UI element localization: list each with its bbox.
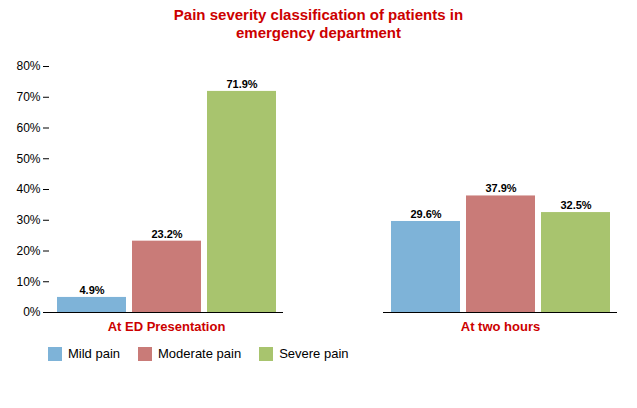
svg-text:60%: 60%: [16, 121, 40, 135]
html-text:Severe pain: Severe pain: [279, 346, 349, 361]
html-text:Moderate pain: Moderate pain: [158, 346, 242, 361]
svg-text:At two hours: At two hours: [461, 319, 540, 334]
svg-text:70%: 70%: [16, 90, 40, 104]
svg-text:50%: 50%: [16, 152, 40, 166]
html-text:Mild pain: Mild pain: [68, 346, 120, 361]
svg-text:29.6%: 29.6%: [410, 208, 441, 220]
svg-text:20%: 20%: [16, 244, 40, 258]
svg-text:30%: 30%: [16, 213, 40, 227]
svg-text:40%: 40%: [16, 182, 40, 196]
svg-text:0%: 0%: [23, 305, 41, 319]
svg-text:80%: 80%: [16, 59, 40, 73]
svg-text:10%: 10%: [16, 275, 40, 289]
svg-text:71.9%: 71.9%: [226, 78, 257, 90]
svg-text:32.5%: 32.5%: [560, 199, 591, 211]
svg-text:At ED Presentation: At ED Presentation: [108, 319, 226, 334]
html-text:Pain severity classification o: Pain severity classification of patients…: [173, 6, 464, 41]
svg-text:37.9%: 37.9%: [485, 182, 516, 194]
svg-text:23.2%: 23.2%: [151, 228, 182, 240]
svg-text:4.9%: 4.9%: [79, 284, 104, 296]
